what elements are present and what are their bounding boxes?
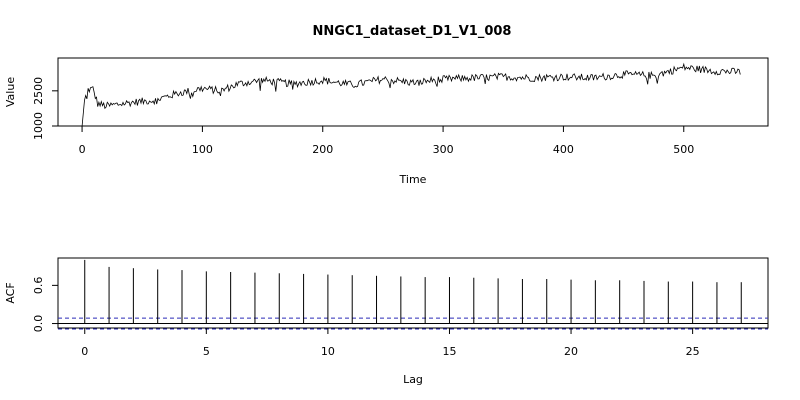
lag-x-axis: 0 5 10 15 20 25 [81, 328, 700, 358]
x-tick-label: 300 [433, 143, 454, 156]
y-tick-label: 0.0 [32, 315, 45, 333]
y-tick-label: 1000 [32, 112, 45, 140]
time-series-line [81, 62, 741, 127]
time-axis-label: Time [399, 173, 427, 186]
acf-plot-frame [57, 257, 769, 329]
lag-axis-label: Lag [403, 373, 423, 386]
y-tick-label: 2500 [32, 77, 45, 105]
x-tick-label: 25 [686, 345, 700, 358]
acf-axis-label: ACF [4, 282, 17, 303]
x-tick-label: 0 [79, 143, 86, 156]
value-axis-label: Value [4, 77, 17, 107]
time-series-panel: 0 100 200 300 400 500 1000 2500 Time Value [4, 57, 769, 186]
x-tick-label: 0 [81, 345, 88, 358]
y-tick-label: 0.6 [32, 277, 45, 295]
x-tick-label: 100 [192, 143, 213, 156]
acf-y-axis: 0.0 0.6 [32, 277, 58, 333]
x-tick-label: 15 [442, 345, 456, 358]
time-series-plot-frame [57, 57, 769, 127]
acf-panel: 0 5 10 15 20 25 0.0 0.6 Lag ACF [4, 257, 769, 386]
x-tick-label: 5 [203, 345, 210, 358]
time-series-line-group [81, 62, 741, 127]
chart-title: NNGC1_dataset_D1_V1_008 [313, 24, 512, 39]
x-tick-label: 200 [312, 143, 333, 156]
value-y-axis: 1000 2500 [32, 77, 58, 140]
x-tick-label: 400 [553, 143, 574, 156]
x-tick-label: 500 [673, 143, 694, 156]
x-tick-label: 20 [564, 345, 578, 358]
x-tick-label: 10 [321, 345, 335, 358]
acf-bar-group [84, 259, 742, 324]
acf-confidence-bounds [58, 317, 768, 330]
time-x-axis: 0 100 200 300 400 500 [79, 126, 694, 156]
